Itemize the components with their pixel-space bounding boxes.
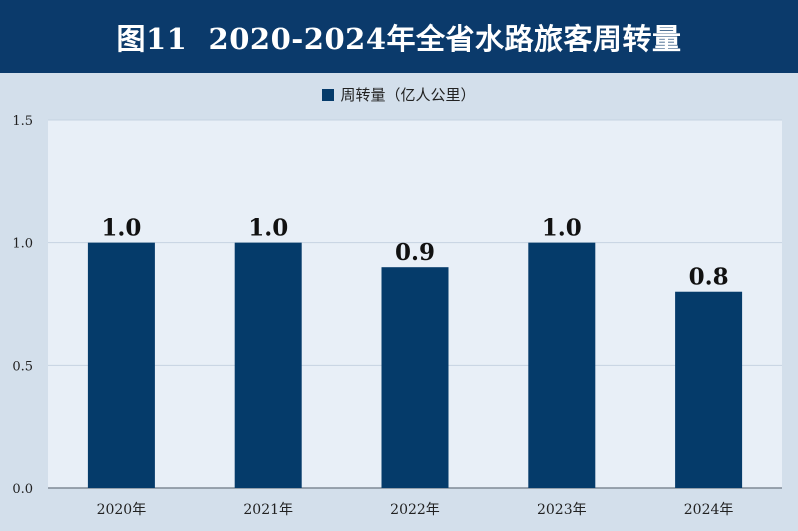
x-tick-label: 2024年 <box>684 502 734 518</box>
y-tick-label: 0.0 <box>12 482 33 497</box>
data-label: 0.9 <box>395 239 435 266</box>
legend-swatch <box>322 88 335 101</box>
x-tick-label: 2023年 <box>537 502 587 518</box>
bar <box>234 242 302 488</box>
x-tick-label: 2021年 <box>243 502 293 518</box>
legend-label: 周转量（亿人公里） <box>340 86 476 104</box>
bar <box>675 291 743 488</box>
y-tick-label: 1.5 <box>12 114 33 129</box>
legend: 周转量（亿人公里） <box>0 84 798 105</box>
bar <box>528 242 596 488</box>
data-label: 1.0 <box>101 215 141 242</box>
data-label: 0.8 <box>689 264 729 291</box>
bar <box>381 267 449 488</box>
title-bar: 图11 2020-2024年全省水路旅客周转量 <box>0 0 798 73</box>
y-tick-label: 1.0 <box>12 237 33 252</box>
x-tick-label: 2020年 <box>97 502 147 518</box>
bar <box>87 242 155 488</box>
y-tick-label: 0.5 <box>12 359 33 374</box>
chart-title: 图11 2020-2024年全省水路旅客周转量 <box>116 21 682 56</box>
data-label: 1.0 <box>542 215 582 242</box>
data-label: 1.0 <box>248 215 288 242</box>
x-tick-label: 2022年 <box>390 502 440 518</box>
